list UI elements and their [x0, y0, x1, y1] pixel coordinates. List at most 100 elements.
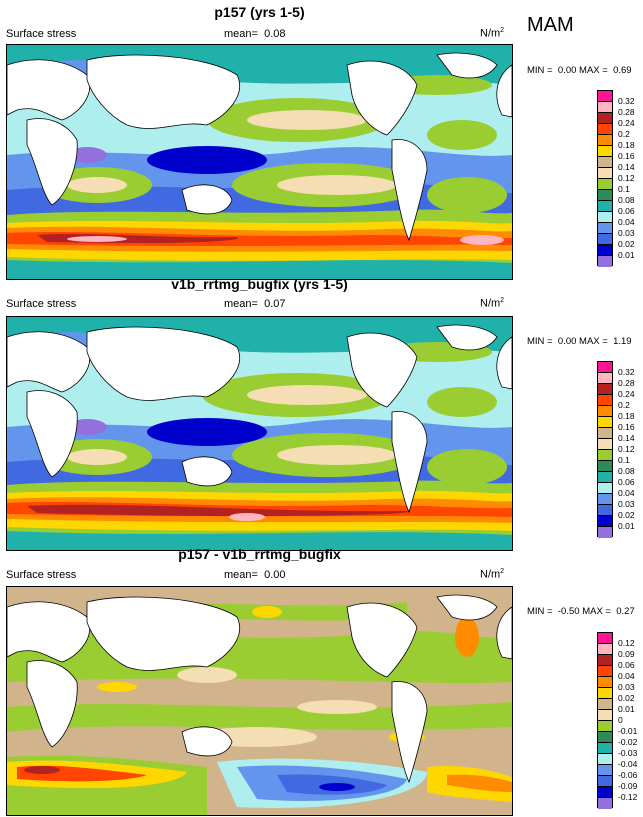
panel-3-units: N/m2	[480, 568, 505, 581]
colorbar-cell	[598, 450, 612, 461]
colorbar-cell	[598, 124, 612, 135]
colorbar-cell	[598, 710, 612, 721]
colorbar-label: 0.12	[618, 444, 635, 454]
colorbar-cell	[598, 765, 612, 776]
colorbar-cell	[598, 633, 612, 644]
colorbar-label: 0.08	[618, 195, 635, 205]
colorbar-cell	[598, 787, 612, 798]
colorbar-label: 0	[618, 715, 623, 725]
colorbar-cell	[598, 146, 612, 157]
colorbar-label: 0.02	[618, 693, 635, 703]
panel-2-colorbar	[597, 361, 613, 538]
panel-3-mean-label: mean=	[224, 569, 258, 581]
colorbar-label: 0.1	[618, 455, 630, 465]
colorbar-label: 0.04	[618, 217, 635, 227]
colorbar-cell	[598, 666, 612, 677]
colorbar-cell	[598, 113, 612, 124]
colorbar-cell	[598, 472, 612, 483]
panel-3-title: p157 - v1b_rrtmg_bugfix	[178, 546, 341, 562]
colorbar-cell	[598, 395, 612, 406]
colorbar-label: 0.1	[618, 184, 630, 194]
colorbar-cell	[598, 483, 612, 494]
colorbar-label: 0.12	[618, 173, 635, 183]
colorbar-label: 0.02	[618, 510, 635, 520]
colorbar-label: 0.24	[618, 118, 635, 128]
colorbar-cell	[598, 179, 612, 190]
panel-2-mean-value: 0.07	[264, 298, 286, 310]
colorbar-cell	[598, 721, 612, 732]
colorbar-label: 0.14	[618, 162, 635, 172]
panel-1-minmax: MIN = 0.00 MAX = 0.69	[527, 65, 632, 76]
colorbar-label: 0.12	[618, 638, 635, 648]
panel-1-map	[6, 44, 513, 280]
colorbar-label: 0.01	[618, 250, 635, 260]
colorbar-label: 0.28	[618, 378, 635, 388]
colorbar-label: -0.03	[618, 748, 638, 758]
colorbar-cell	[598, 168, 612, 179]
colorbar-cell	[598, 428, 612, 439]
colorbar-cell	[598, 417, 612, 428]
colorbar-label: 0.06	[618, 206, 635, 216]
colorbar-label: 0.2	[618, 129, 630, 139]
panel-1-mean-value: 0.08	[264, 28, 286, 40]
colorbar-cell	[598, 699, 612, 710]
panel-1-variable: Surface stress	[6, 28, 77, 40]
panel-1-mean-label: mean=	[224, 28, 258, 40]
colorbar-cell	[598, 190, 612, 201]
colorbar-cell	[598, 373, 612, 384]
panel-1-title: p157 (yrs 1-5)	[214, 4, 305, 20]
colorbar-label: 0.03	[618, 499, 635, 509]
colorbar-cell	[598, 223, 612, 234]
colorbar-label: -0.04	[618, 759, 638, 769]
colorbar-label: 0.16	[618, 151, 635, 161]
colorbar-cell	[598, 234, 612, 245]
colorbar-cell	[598, 461, 612, 472]
colorbar-label: 0.08	[618, 466, 635, 476]
colorbar-cell	[598, 245, 612, 256]
panel-1-units: N/m2	[480, 27, 505, 40]
colorbar-label: 0.01	[618, 704, 635, 714]
colorbar-label: 0.24	[618, 389, 635, 399]
colorbar-label: 0.02	[618, 239, 635, 249]
colorbar-cell	[598, 201, 612, 212]
colorbar-label: 0.03	[618, 228, 635, 238]
panel-2-minmax: MIN = 0.00 MAX = 1.19	[527, 336, 632, 347]
panel-2-mean-label: mean=	[224, 298, 258, 310]
colorbar-cell	[598, 776, 612, 787]
colorbar-label: 0.18	[618, 140, 635, 150]
colorbar-label: -0.01	[618, 726, 638, 736]
colorbar-cell	[598, 406, 612, 417]
season-label: MAM	[527, 14, 574, 36]
colorbar-cell	[598, 798, 612, 809]
colorbar-cell	[598, 677, 612, 688]
colorbar-label: 0.32	[618, 367, 635, 377]
colorbar-cell	[598, 157, 612, 168]
colorbar-label: 0.04	[618, 671, 635, 681]
colorbar-cell	[598, 439, 612, 450]
colorbar-cell	[598, 527, 612, 538]
colorbar-cell	[598, 362, 612, 373]
colorbar-label: -0.09	[618, 781, 638, 791]
colorbar-label: 0.06	[618, 660, 635, 670]
colorbar-label: 0.09	[618, 649, 635, 659]
colorbar-label: 0.01	[618, 521, 635, 531]
colorbar-label: 0.16	[618, 422, 635, 432]
colorbar-label: -0.12	[618, 792, 638, 802]
colorbar-label: 0.06	[618, 477, 635, 487]
panel-2-variable: Surface stress	[6, 298, 77, 310]
colorbar-label: 0.2	[618, 400, 630, 410]
colorbar-label: 0.04	[618, 488, 635, 498]
colorbar-cell	[598, 655, 612, 666]
panel-3-mean-value: 0.00	[264, 569, 286, 581]
colorbar-cell	[598, 135, 612, 146]
colorbar-cell	[598, 102, 612, 113]
panel-3-minmax: MIN = -0.50 MAX = 0.27	[527, 606, 635, 617]
colorbar-label: -0.02	[618, 737, 638, 747]
colorbar-cell	[598, 688, 612, 699]
colorbar-cell	[598, 494, 612, 505]
colorbar-cell	[598, 384, 612, 395]
colorbar-label: -0.06	[618, 770, 638, 780]
colorbar-cell	[598, 743, 612, 754]
colorbar-label: 0.28	[618, 107, 635, 117]
colorbar-label: 0.32	[618, 96, 635, 106]
